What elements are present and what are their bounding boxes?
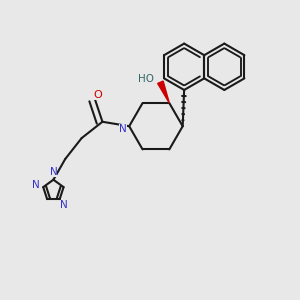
- Text: N: N: [60, 200, 68, 210]
- Text: O: O: [94, 90, 102, 100]
- Text: N: N: [119, 124, 127, 134]
- Text: N: N: [50, 167, 57, 177]
- Text: HO: HO: [137, 74, 154, 84]
- Text: N: N: [32, 180, 40, 190]
- Polygon shape: [158, 81, 169, 103]
